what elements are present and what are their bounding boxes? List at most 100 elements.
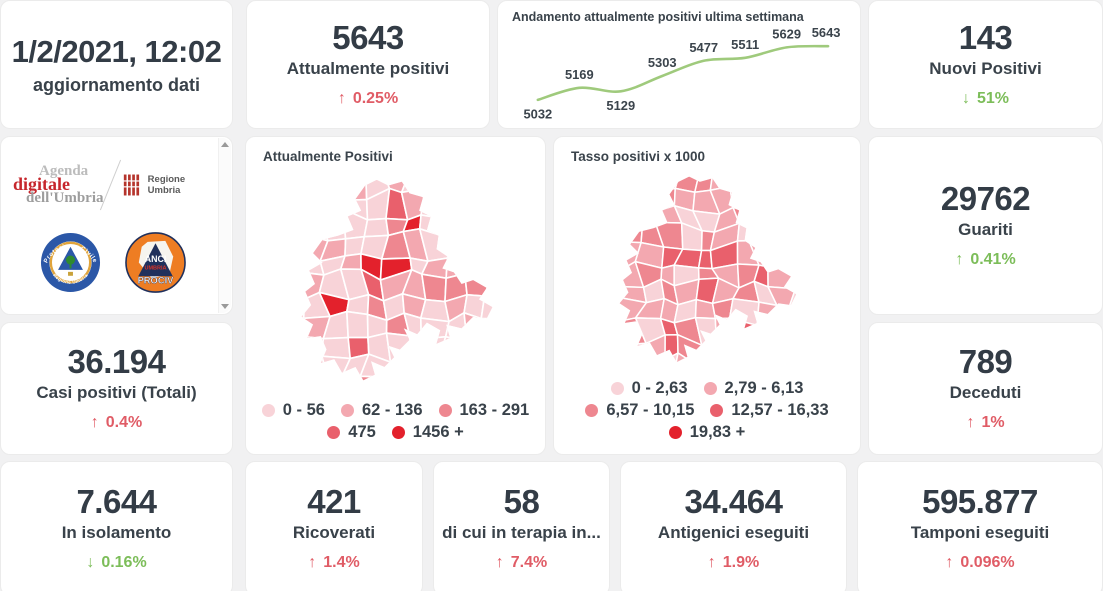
municipality-cell xyxy=(504,274,520,301)
municipality-cell xyxy=(301,257,325,276)
municipality-cell xyxy=(461,372,492,380)
municipality-cell xyxy=(301,270,306,300)
nuovi-positivi-delta-value: 51% xyxy=(976,89,1010,107)
trend-line-chart: 5032 5169 5129 5303 5477 5511 5629 5643 xyxy=(523,25,840,122)
municipality-cell xyxy=(601,297,618,324)
deceduti-delta-value: 1% xyxy=(981,413,1005,431)
anci-prociv-logo: ANCI UMBRIA PROCIV xyxy=(124,232,186,293)
municipality-cell xyxy=(462,311,492,342)
municipality-cell xyxy=(599,173,617,188)
municipality-cell xyxy=(619,223,644,243)
legend-label: 62 - 136 xyxy=(361,401,423,419)
guariti-label: Guariti xyxy=(958,219,1013,239)
tamponi-value: 595.877 xyxy=(922,483,1038,521)
municipality-cell xyxy=(301,314,304,343)
municipality-cell xyxy=(504,300,520,321)
trend-point-label: 5477 xyxy=(689,40,718,55)
nuovi-positivi-delta: ↓ 51% xyxy=(962,90,1009,108)
casi-totali-delta-value: 0.4% xyxy=(105,413,143,431)
municipality-cell xyxy=(808,241,823,263)
municipality-cell xyxy=(751,354,773,362)
legend-dot-icon xyxy=(327,426,341,439)
municipality-cell xyxy=(619,183,640,213)
trend-up-icon: ↑ xyxy=(945,553,954,571)
municipality-cell xyxy=(484,195,492,221)
scroll-down-icon[interactable] xyxy=(221,304,229,309)
municipality-cell xyxy=(439,179,466,199)
municipality-cell xyxy=(767,240,795,268)
logo-row-bottom: Protezione Civile Regione Umbria ANCI UM… xyxy=(13,231,212,294)
trend-up-icon: ↑ xyxy=(90,413,99,431)
nuovi-positivi-value: 143 xyxy=(958,19,1013,57)
municipality-cell xyxy=(482,179,492,201)
regione-umbria-logo: Regione Umbria xyxy=(122,172,212,198)
scroll-up-icon[interactable] xyxy=(221,142,229,147)
municipality-cell xyxy=(806,338,823,355)
municipality-cell xyxy=(400,348,424,380)
municipality-cell xyxy=(439,335,472,354)
casi-totali-card: 36.194 Casi positivi (Totali) ↑ 0.4% xyxy=(0,322,233,455)
update-date-card: 1/2/2021, 12:02 aggiornamento dati xyxy=(0,0,233,129)
legend-label: 19,83 + xyxy=(689,423,746,441)
municipality-cell xyxy=(748,221,777,243)
municipality-cell xyxy=(461,351,492,380)
municipality-cell xyxy=(602,336,618,362)
legend-item: 475 xyxy=(327,423,376,442)
deceduti-value: 789 xyxy=(958,343,1013,381)
legend-label: 6,57 - 10,15 xyxy=(606,401,695,419)
ricoverati-delta-value: 1.4% xyxy=(323,553,360,571)
municipality-cell xyxy=(635,205,657,227)
umbria-choropleth-map-2 xyxy=(599,173,823,362)
municipality-cell xyxy=(619,354,623,362)
attualmente-positivi-value: 5643 xyxy=(332,19,404,57)
municipality-cell xyxy=(619,267,625,290)
municipality-cell xyxy=(619,223,620,248)
trend-point-label: 5511 xyxy=(731,37,759,52)
antigenici-value: 34.464 xyxy=(684,483,783,521)
terapia-delta: ↑ 7.4% xyxy=(496,554,547,572)
municipality-cell xyxy=(788,210,797,231)
municipality-cell xyxy=(756,300,779,327)
municipality-cell xyxy=(501,319,519,334)
ricoverati-label: Ricoverati xyxy=(292,522,376,542)
municipality-cell xyxy=(771,222,791,243)
municipality-cell xyxy=(750,209,775,226)
municipality-cell xyxy=(808,230,823,251)
municipality-cell xyxy=(634,176,659,196)
casi-totali-delta: ↑ 0.4% xyxy=(91,414,142,432)
svg-text:PROCIV: PROCIV xyxy=(137,276,174,286)
trend-up-icon: ↑ xyxy=(966,413,975,431)
logos-scrollbar[interactable] xyxy=(218,138,231,313)
municipality-cell xyxy=(692,361,717,362)
municipality-cell xyxy=(605,286,619,303)
municipality-cell xyxy=(486,330,492,360)
trend-down-icon: ↓ xyxy=(86,553,95,571)
deceduti-label: Deceduti xyxy=(949,382,1022,402)
legend-dot-icon xyxy=(585,404,599,417)
legend-dot-icon xyxy=(710,404,724,417)
trend-point-label: 5129 xyxy=(606,98,635,113)
trend-chart-title: Andamento attualmente positivi ultima se… xyxy=(512,10,804,24)
municipality-cell xyxy=(792,184,797,214)
legend-label: 2,79 - 6,13 xyxy=(724,379,804,397)
municipality-cell xyxy=(806,173,823,193)
municipality-cell xyxy=(794,339,797,359)
municipality-cell xyxy=(619,240,625,271)
municipality-cell xyxy=(438,369,472,380)
agenda-digitale-logo: Agenda digitale dell'Umbria xyxy=(13,164,104,206)
municipality-cell xyxy=(319,207,346,242)
municipality-cell xyxy=(509,208,519,241)
municipality-cell xyxy=(462,179,487,201)
municipality-cell xyxy=(319,194,348,217)
legend-item: 0 - 2,63 xyxy=(610,379,688,398)
municipality-cell xyxy=(788,295,797,326)
municipality-cell xyxy=(794,318,797,344)
terapia-intensiva-card: 58 di cui in terapia in... ↑ 7.4% xyxy=(433,461,610,591)
legend-item: 62 - 136 xyxy=(340,401,423,420)
municipality-cell xyxy=(301,373,329,380)
municipality-cell xyxy=(732,206,757,224)
antigenici-card: 34.464 Antigenici eseguiti ↑ 1.9% xyxy=(620,461,847,591)
municipality-cell xyxy=(479,317,492,334)
antigenici-delta-value: 1.9% xyxy=(722,553,760,571)
